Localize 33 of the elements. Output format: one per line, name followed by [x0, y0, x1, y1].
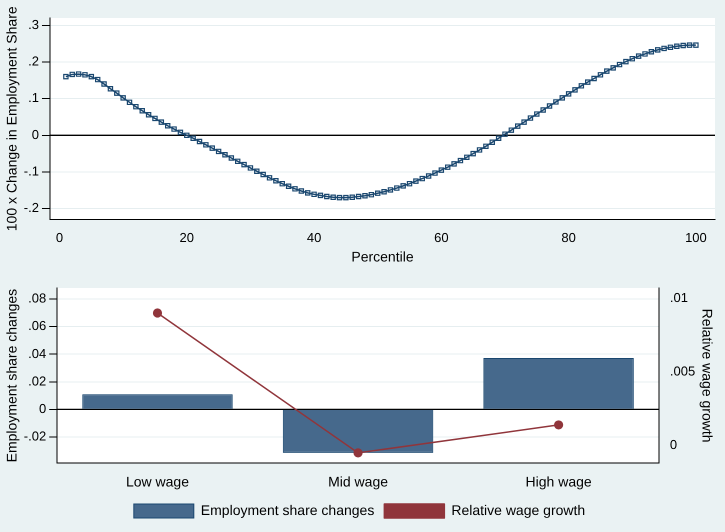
- y-tick-label: -.1: [24, 164, 39, 179]
- y-tick-label: 0: [38, 400, 46, 416]
- legend-label: Relative wage growth: [451, 502, 586, 518]
- y2-axis-title: Relative wage growth: [700, 308, 716, 443]
- y2-tick-label: .005: [670, 363, 696, 378]
- point: [152, 308, 162, 318]
- y-tick-label: .2: [28, 54, 39, 69]
- y2-tick-label: .01: [670, 290, 688, 305]
- y2-tick-label: 0: [670, 437, 678, 452]
- y-tick-label: .08: [28, 290, 46, 306]
- y-tick-label: -.02: [24, 428, 46, 444]
- x-tick-label: 60: [434, 230, 449, 245]
- x-tick-label: 0: [56, 230, 64, 245]
- y-tick-label: .1: [28, 90, 39, 106]
- x-tick-label: Low wage: [126, 473, 190, 490]
- y-tick-label: .04: [28, 346, 46, 361]
- x-tick-label: 40: [306, 230, 322, 245]
- x-tick-label: 100: [685, 230, 707, 245]
- legend-label: Employment share changes: [200, 502, 374, 518]
- point: [554, 420, 564, 430]
- x-tick-label: 80: [561, 230, 576, 245]
- x-axis-title: Percentile: [351, 248, 414, 264]
- y-tick-label: -.2: [24, 200, 39, 216]
- y-tick-label: 0: [32, 126, 39, 142]
- point: [353, 448, 363, 458]
- y-tick-label: .02: [28, 373, 46, 388]
- x-tick-label: Mid wage: [328, 473, 388, 490]
- y-tick-label: .06: [28, 318, 46, 334]
- x-tick-label: 20: [180, 230, 194, 245]
- y-axis-title: 100 x Change in Employment Share: [3, 6, 20, 232]
- y-tick-label: .3: [28, 16, 39, 32]
- x-tick-label: High wage: [526, 473, 592, 490]
- y-axis-title: Employment share changes: [3, 288, 20, 462]
